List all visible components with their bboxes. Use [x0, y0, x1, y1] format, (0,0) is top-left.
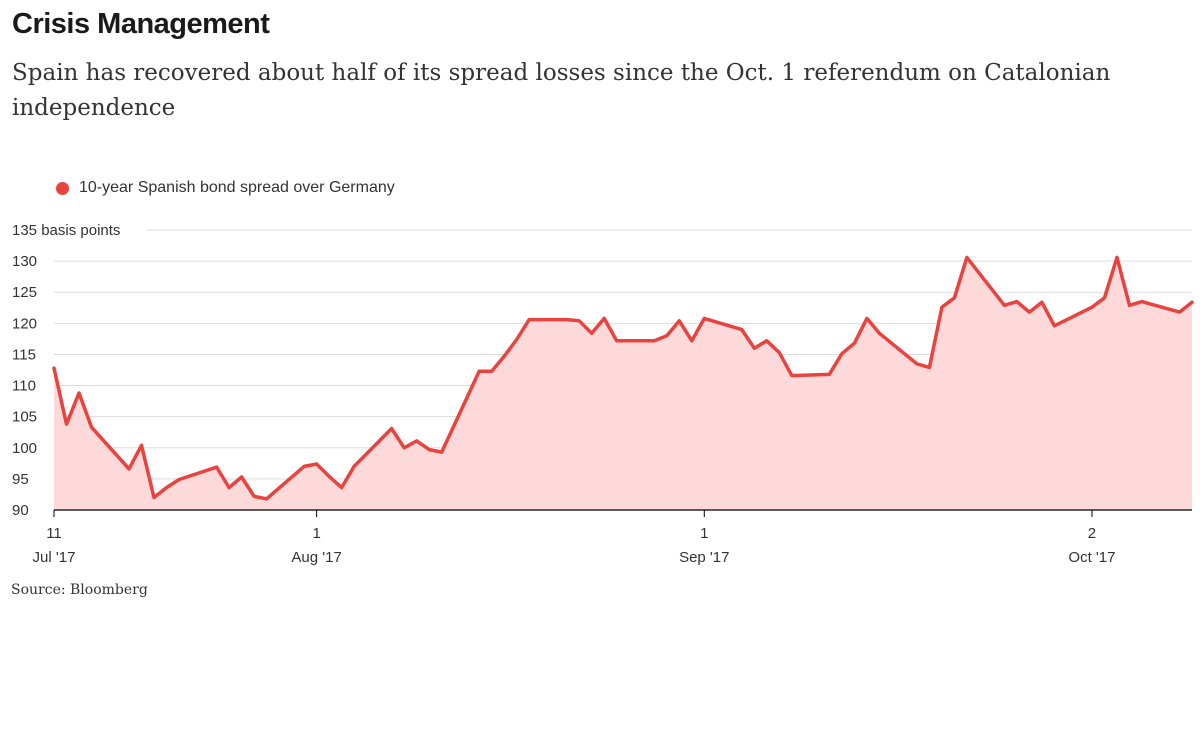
axes	[53, 509, 1192, 517]
chart-subtitle: Spain has recovered about half of its sp…	[12, 60, 1111, 121]
y-tick-label: 90	[12, 502, 29, 519]
y-tick-label: 135 basis points	[12, 222, 120, 239]
x-tick-day-label: 1	[312, 525, 320, 542]
chart-legend: 10-year Spanish bond spread over Germany	[56, 178, 395, 198]
y-tick-label: 100	[12, 440, 37, 457]
x-tick-month-label: Jul '17	[33, 549, 76, 566]
y-tick-label: 115	[12, 346, 36, 363]
legend-swatch	[56, 181, 69, 195]
y-tick-label: 105	[12, 409, 37, 426]
x-tick-month-label: Aug '17	[291, 549, 341, 566]
series-area-fill	[54, 257, 1192, 510]
y-tick-label: 95	[12, 471, 29, 488]
y-tick-label: 120	[12, 315, 37, 332]
x-tick-day-label: 2	[1088, 525, 1096, 542]
y-tick-label: 130	[12, 253, 37, 270]
tick-labels: 135 basis points 130 125 120 115 110 105 100 95 9…	[12, 222, 1115, 566]
spread-area-chart: 135 basis points 130 125 120 115 110 105 100 95 9…	[12, 222, 1194, 566]
legend-label: 10-year Spanish bond spread over Germany	[79, 179, 395, 196]
y-tick-label: 125	[12, 284, 37, 301]
series-area	[52, 255, 1194, 510]
source-note: Source: Bloomberg	[11, 582, 148, 598]
chart-title: Crisis Management	[12, 8, 270, 40]
y-tick-label: 110	[12, 378, 36, 395]
x-tick-month-label: Oct '17	[1068, 549, 1115, 566]
x-tick-day-label: 1	[700, 525, 708, 542]
x-tick-month-label: Sep '17	[679, 549, 729, 566]
x-tick-day-label: 11	[46, 525, 62, 542]
series-line	[52, 255, 1194, 501]
